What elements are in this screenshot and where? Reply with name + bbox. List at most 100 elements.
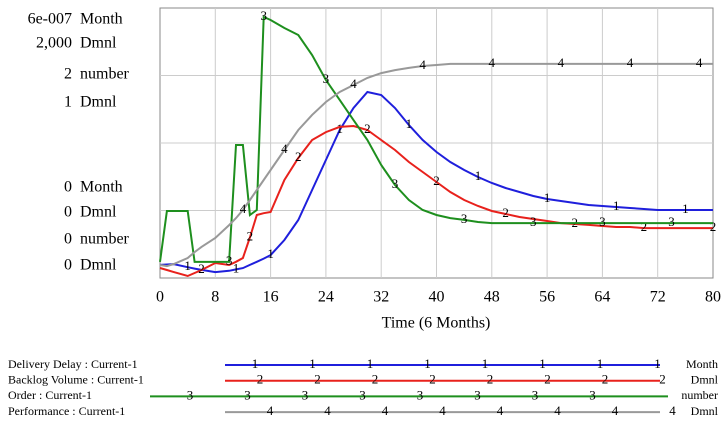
x-tick-label: 8 bbox=[211, 289, 219, 306]
y-tick-label: 6e-007 bbox=[28, 11, 72, 28]
legend-marker: 2 bbox=[659, 372, 666, 387]
line-marker: 1 bbox=[613, 198, 620, 213]
line-marker: 2 bbox=[710, 219, 717, 234]
legend-marker: 4 bbox=[382, 403, 389, 418]
line-marker: 1 bbox=[682, 201, 689, 216]
line-marker: 2 bbox=[433, 173, 440, 188]
legend-marker: 4 bbox=[324, 403, 331, 418]
line-marker: 2 bbox=[295, 149, 302, 164]
y-axis-unit: Month bbox=[80, 11, 123, 28]
legend-marker: 4 bbox=[554, 403, 561, 418]
x-tick-label: 80 bbox=[705, 289, 721, 306]
line-marker: 4 bbox=[350, 76, 357, 91]
x-tick-label: 72 bbox=[650, 289, 666, 306]
line-marker: 4 bbox=[240, 201, 247, 216]
legend-marker: 3 bbox=[359, 387, 366, 402]
y-axis-unit: number bbox=[80, 66, 130, 83]
line-marker: 3 bbox=[323, 71, 330, 86]
line-marker: 3 bbox=[260, 8, 267, 23]
line-marker: 4 bbox=[419, 57, 426, 72]
legend-label: Backlog Volume : Current-1 bbox=[8, 372, 144, 386]
line-marker: 3 bbox=[392, 176, 399, 191]
y-tick-label: 2,000 bbox=[36, 35, 72, 52]
legend-marker: 2 bbox=[429, 372, 436, 387]
line-marker: 3 bbox=[461, 211, 468, 226]
x-tick-label: 48 bbox=[484, 289, 500, 306]
line-marker: 2 bbox=[364, 121, 371, 136]
y-axis-unit: Dmnl bbox=[80, 204, 117, 221]
line-marker: 4 bbox=[558, 55, 565, 70]
legend-marker: 1 bbox=[654, 356, 661, 371]
line-marker: 2 bbox=[641, 219, 648, 234]
legend-label: Performance : Current-1 bbox=[8, 404, 125, 418]
line-marker: 1 bbox=[406, 116, 413, 131]
y-axis-unit: Dmnl bbox=[80, 94, 117, 111]
y-axis-unit: number bbox=[80, 231, 130, 248]
series-line bbox=[159, 124, 713, 278]
x-tick-label: 40 bbox=[429, 289, 445, 306]
legend-marker: 2 bbox=[487, 372, 494, 387]
x-tick-label: 16 bbox=[263, 289, 279, 306]
line-marker: 2 bbox=[198, 261, 205, 276]
legend-marker: 4 bbox=[439, 403, 446, 418]
legend-marker: 1 bbox=[424, 356, 431, 371]
legend-marker: 1 bbox=[482, 356, 489, 371]
line-marker: 3 bbox=[226, 253, 233, 268]
legend-unit: Month bbox=[686, 357, 718, 371]
legend-marker: 2 bbox=[257, 372, 264, 387]
legend-marker: 1 bbox=[252, 356, 259, 371]
y-tick-label: 0 bbox=[64, 257, 72, 274]
line-marker: 1 bbox=[336, 121, 343, 136]
legend-unit: Dmnl bbox=[691, 372, 719, 386]
line-marker: 1 bbox=[544, 190, 551, 205]
legend-marker: 2 bbox=[314, 372, 321, 387]
legend-marker: 1 bbox=[309, 356, 316, 371]
legend-label: Delivery Delay : Current-1 bbox=[8, 357, 138, 371]
line-marker: 1 bbox=[233, 260, 240, 275]
x-tick-label: 0 bbox=[156, 289, 164, 306]
x-tick-label: 56 bbox=[539, 289, 555, 306]
line-marker: 4 bbox=[281, 141, 288, 156]
series-line bbox=[159, 90, 713, 274]
legend-unit: number bbox=[681, 388, 718, 402]
legend-marker: 4 bbox=[497, 403, 504, 418]
series-line bbox=[159, 62, 713, 268]
line-marker: 1 bbox=[475, 168, 482, 183]
y-tick-label: 2 bbox=[64, 66, 72, 83]
x-tick-label: 64 bbox=[594, 289, 610, 306]
legend-label: Order : Current-1 bbox=[8, 388, 92, 402]
legend-marker: 3 bbox=[302, 387, 309, 402]
legend-marker: 3 bbox=[187, 387, 194, 402]
x-tick-label: 32 bbox=[373, 289, 389, 306]
legend-marker: 4 bbox=[612, 403, 619, 418]
line-marker: 4 bbox=[696, 55, 703, 70]
legend-marker: 3 bbox=[244, 387, 251, 402]
y-tick-label: 1 bbox=[64, 94, 72, 111]
legend-marker: 2 bbox=[602, 372, 609, 387]
legend-marker: 2 bbox=[372, 372, 379, 387]
legend-marker: 3 bbox=[589, 387, 596, 402]
line-marker: 1 bbox=[184, 258, 191, 273]
line-marker: 3 bbox=[668, 214, 675, 229]
series-line bbox=[159, 15, 713, 263]
legend-marker: 1 bbox=[367, 356, 374, 371]
legend-marker: 4 bbox=[267, 403, 274, 418]
legend-marker: 1 bbox=[597, 356, 604, 371]
y-tick-label: 0 bbox=[64, 204, 72, 221]
line-marker: 1 bbox=[267, 246, 274, 261]
line-marker: 4 bbox=[627, 55, 634, 70]
line-marker: 2 bbox=[502, 205, 509, 220]
y-axis-unit: Dmnl bbox=[80, 257, 117, 274]
legend-marker: 3 bbox=[532, 387, 539, 402]
legend-marker: 3 bbox=[417, 387, 424, 402]
line-marker: 2 bbox=[247, 228, 254, 243]
legend-marker: 3 bbox=[474, 387, 481, 402]
line-marker: 3 bbox=[530, 214, 537, 229]
y-tick-label: 0 bbox=[64, 179, 72, 196]
line-marker: 3 bbox=[599, 214, 606, 229]
legend-unit: Dmnl bbox=[691, 404, 719, 418]
legend-marker: 2 bbox=[544, 372, 551, 387]
legend-marker: 4 bbox=[669, 403, 676, 418]
legend-marker: 1 bbox=[539, 356, 546, 371]
